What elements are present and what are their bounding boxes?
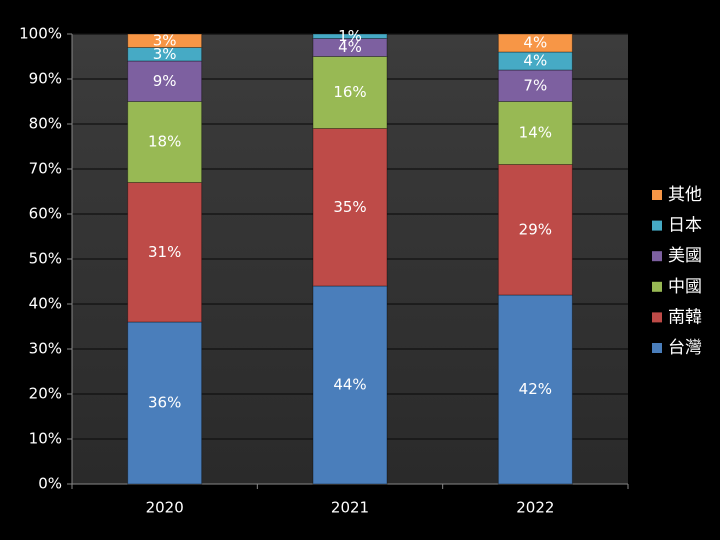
- data-label: 18%: [148, 133, 181, 151]
- bar-segment: [127, 182, 203, 323]
- y-tick-label: 0%: [38, 475, 62, 493]
- legend-swatch: [652, 281, 662, 292]
- y-tick-label: 30%: [29, 340, 62, 358]
- legend-label: 其他: [668, 185, 702, 205]
- data-label: 3%: [153, 31, 177, 49]
- legend-swatch: [652, 312, 662, 323]
- y-tick-label: 70%: [29, 160, 62, 178]
- legend-label: 中國: [668, 277, 702, 297]
- x-tick-label: 2021: [331, 499, 369, 517]
- y-tick-label: 80%: [29, 115, 62, 133]
- data-label: 9%: [153, 72, 177, 90]
- data-label: 44%: [333, 376, 366, 394]
- data-label: 31%: [148, 243, 181, 261]
- legend-label: 美國: [668, 246, 702, 266]
- data-label: 1%: [338, 27, 362, 45]
- x-tick-label: 2020: [146, 499, 184, 517]
- data-label: 4%: [523, 52, 547, 70]
- data-label: 16%: [333, 83, 366, 101]
- y-tick-label: 100%: [19, 25, 62, 43]
- y-tick-label: 90%: [29, 70, 62, 88]
- legend-swatch: [652, 343, 662, 353]
- data-label: 7%: [523, 76, 547, 94]
- legend-swatch: [652, 220, 662, 231]
- y-tick-label: 50%: [29, 250, 62, 268]
- y-tick-label: 10%: [29, 430, 62, 448]
- legend-label: 日本: [668, 216, 702, 236]
- legend: 台灣 南韓 中國 美國 日本 其他: [652, 185, 702, 358]
- data-label: 29%: [519, 220, 552, 238]
- data-label: 42%: [519, 380, 552, 398]
- data-label: 36%: [148, 394, 181, 412]
- bar-segment: [127, 101, 203, 183]
- data-label: 4%: [523, 34, 547, 52]
- bar-segment: [312, 285, 388, 485]
- bar-segment: [497, 164, 573, 296]
- bar-segment: [497, 33, 573, 53]
- data-label: 4%: [338, 38, 362, 56]
- x-tick-label: 2022: [516, 499, 554, 517]
- legend-swatch: [652, 251, 662, 262]
- legend-swatch: [652, 190, 662, 200]
- bar-segment: [127, 33, 203, 48]
- bar-segment: [127, 321, 203, 485]
- bar-segment: [127, 60, 203, 102]
- bar-segment: [312, 33, 388, 39]
- data-label: 3%: [153, 45, 177, 63]
- legend-label: 南韓: [668, 307, 702, 327]
- y-tick-label: 40%: [29, 295, 62, 313]
- data-label: 35%: [333, 198, 366, 216]
- y-tick-label: 20%: [29, 385, 62, 403]
- legend-label: 台灣: [668, 338, 702, 358]
- bar-segment: [497, 294, 573, 485]
- bar-segment: [497, 69, 573, 102]
- bar-segment: [312, 128, 388, 287]
- data-label: 14%: [519, 124, 552, 142]
- y-tick-label: 60%: [29, 205, 62, 223]
